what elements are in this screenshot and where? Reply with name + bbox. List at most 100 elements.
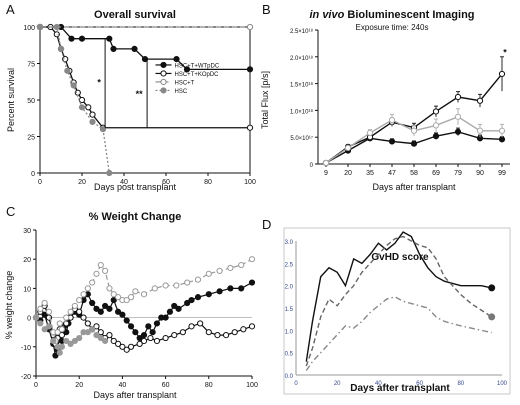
c-series-point xyxy=(114,294,122,301)
a-x-axis-label: Days post transplant xyxy=(94,182,177,192)
c-series-point xyxy=(93,323,100,330)
c-series-point xyxy=(147,334,154,342)
b-y-axis-label: Total Flux [p/s] xyxy=(260,71,270,129)
d-x-tick-label: 80 xyxy=(457,381,464,387)
c-series-point xyxy=(151,285,158,292)
b-y-tick-label: 2.5×10¹⁸ xyxy=(290,28,314,35)
c-series-point xyxy=(110,296,117,304)
c-y-tick-label: 30 xyxy=(23,228,31,235)
d-series-line xyxy=(305,296,492,371)
c-series-point xyxy=(188,296,195,304)
c-series-point xyxy=(106,285,113,292)
c-series-point xyxy=(132,288,139,295)
c-series-point xyxy=(123,317,130,324)
b-series-point xyxy=(432,133,440,140)
b-series-point xyxy=(498,70,506,78)
c-series-point xyxy=(58,326,66,333)
a-series-line xyxy=(40,26,110,174)
c-series-point xyxy=(106,332,113,339)
b-x-tick-label: 79 xyxy=(454,170,462,177)
d-chart-title: GvHD score xyxy=(371,252,429,263)
c-y-axis-label: % weight change xyxy=(4,271,14,340)
c-series-point xyxy=(119,311,126,318)
c-series-point xyxy=(175,305,182,312)
a-chart-title: Overall survival xyxy=(94,9,176,21)
c-series-point xyxy=(67,308,74,315)
c-series-point xyxy=(97,261,104,269)
c-x-tick-label: 60 xyxy=(162,382,170,389)
b-chart-title-italic: in vivo xyxy=(309,9,344,21)
a-legend-label: HSC xyxy=(175,89,188,95)
c-series-point xyxy=(114,308,122,315)
c-series-point xyxy=(89,279,96,286)
a-series-point xyxy=(85,104,92,111)
c-series-point xyxy=(106,305,113,312)
c-series-point xyxy=(205,329,212,336)
c-x-tick-label: 100 xyxy=(246,382,258,389)
panel-letter-a: A xyxy=(6,2,15,17)
c-series-point xyxy=(153,320,161,327)
c-series-point xyxy=(54,329,61,336)
c-series-point xyxy=(102,302,109,310)
c-series-point xyxy=(188,323,195,330)
c-series-point xyxy=(93,332,100,339)
d-y-tick-label: 0.0 xyxy=(285,374,294,380)
b-x-tick-label: 35 xyxy=(366,170,374,177)
b-series-point xyxy=(344,144,352,152)
b-series-point xyxy=(410,140,418,147)
b-series-point xyxy=(454,128,462,135)
c-series-point xyxy=(37,305,44,312)
c-series-point xyxy=(97,329,104,336)
c-chart-title: % Weight Change xyxy=(89,211,182,223)
c-x-tick-label: 0 xyxy=(34,382,38,389)
c-series-point xyxy=(184,279,191,286)
c-series-point xyxy=(76,308,83,315)
d-x-tick-label: 20 xyxy=(334,381,341,387)
c-series-point xyxy=(45,323,53,330)
c-series-point xyxy=(80,314,87,321)
c-series-point xyxy=(238,261,245,269)
c-series-point xyxy=(179,329,186,336)
a-y-axis-label: Percent survival xyxy=(6,68,16,132)
b-series-point xyxy=(432,122,440,129)
b-series-point xyxy=(322,159,330,167)
c-series-point xyxy=(67,340,74,347)
c-series-point xyxy=(140,337,148,345)
b-y-tick-label: 1.5×10¹⁸ xyxy=(290,82,314,89)
b-series-point xyxy=(388,116,396,124)
a-x-tick-label: 80 xyxy=(204,179,212,186)
c-series-point xyxy=(248,323,256,330)
d-y-tick-label: 0.5 xyxy=(285,352,294,358)
d-x-tick-label: 0 xyxy=(294,381,298,387)
b-x-tick-label: 9 xyxy=(324,170,328,177)
b-x-tick-label: 47 xyxy=(388,170,396,177)
b-series-point xyxy=(498,127,506,134)
b-x-axis-label: Days after transplant xyxy=(372,182,456,192)
panel-letter-d: D xyxy=(262,217,272,232)
c-series-point xyxy=(84,329,91,336)
c-series-point xyxy=(127,343,135,350)
c-series-point xyxy=(216,267,223,274)
a-series-point xyxy=(99,126,107,133)
a-series-point xyxy=(110,45,117,53)
b-x-tick-label: 99 xyxy=(498,170,506,177)
d-series-end-point xyxy=(488,313,496,321)
c-series-point xyxy=(140,291,148,298)
c-series-point xyxy=(214,332,221,339)
c-series-point xyxy=(41,299,48,307)
c-series-point xyxy=(56,349,63,356)
c-y-tick-label: 10 xyxy=(23,286,31,293)
c-y-tick-label: 0 xyxy=(27,316,31,323)
c-series-point xyxy=(184,299,191,307)
a-y-tick-label: 100 xyxy=(23,25,35,32)
c-series-point xyxy=(127,294,135,301)
c-y-tick-label: -20 xyxy=(21,374,31,381)
c-series-point xyxy=(119,343,126,350)
a-series-point xyxy=(36,23,44,31)
c-series-point xyxy=(63,314,70,321)
b-x-tick-label: 20 xyxy=(344,170,352,177)
b-series-point xyxy=(410,127,418,134)
a-legend-marker xyxy=(160,78,167,86)
a-legend-marker xyxy=(160,61,167,69)
b-series-point xyxy=(366,129,374,137)
